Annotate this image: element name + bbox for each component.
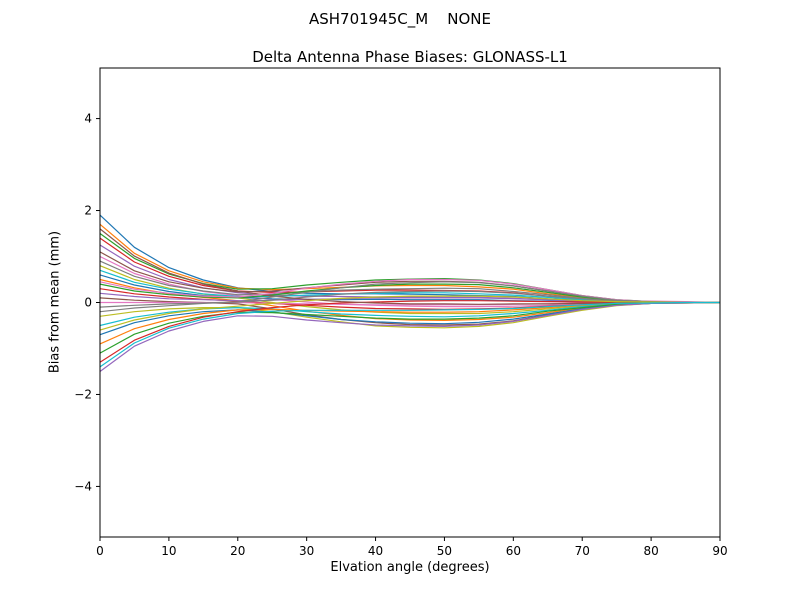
y-axis-label: Bias from mean (mm) bbox=[47, 230, 63, 374]
x-tick-label: 20 bbox=[230, 544, 245, 558]
x-tick-label: 30 bbox=[299, 544, 314, 558]
y-tick-label: 2 bbox=[84, 204, 92, 218]
y-tick-label: 4 bbox=[84, 112, 92, 126]
series-line bbox=[99, 281, 720, 313]
x-tick-label: 50 bbox=[437, 544, 452, 558]
series-line bbox=[99, 295, 720, 331]
x-tick-label: 10 bbox=[161, 544, 176, 558]
x-axis-label: Elvation angle (degrees) bbox=[330, 560, 490, 575]
series-line bbox=[99, 301, 721, 372]
chart-title: Delta Antenna Phase Biases: GLONASS-L1 bbox=[252, 48, 568, 66]
x-tick-label: 40 bbox=[368, 544, 383, 558]
x-tick-label: 70 bbox=[575, 544, 590, 558]
x-tick-label: 80 bbox=[643, 544, 658, 558]
series-line bbox=[99, 223, 720, 304]
series-line bbox=[99, 301, 720, 368]
y-tick-label: 0 bbox=[84, 296, 92, 310]
x-tick-label: 0 bbox=[96, 544, 104, 558]
figure-suptitle: ASH701945C_M NONE bbox=[308, 10, 492, 28]
y-tick-label: −2 bbox=[74, 387, 92, 401]
x-tick-label: 90 bbox=[712, 544, 727, 558]
y-tick-label: −4 bbox=[74, 479, 92, 493]
series-line bbox=[99, 301, 720, 354]
x-tick-label: 60 bbox=[506, 544, 521, 558]
